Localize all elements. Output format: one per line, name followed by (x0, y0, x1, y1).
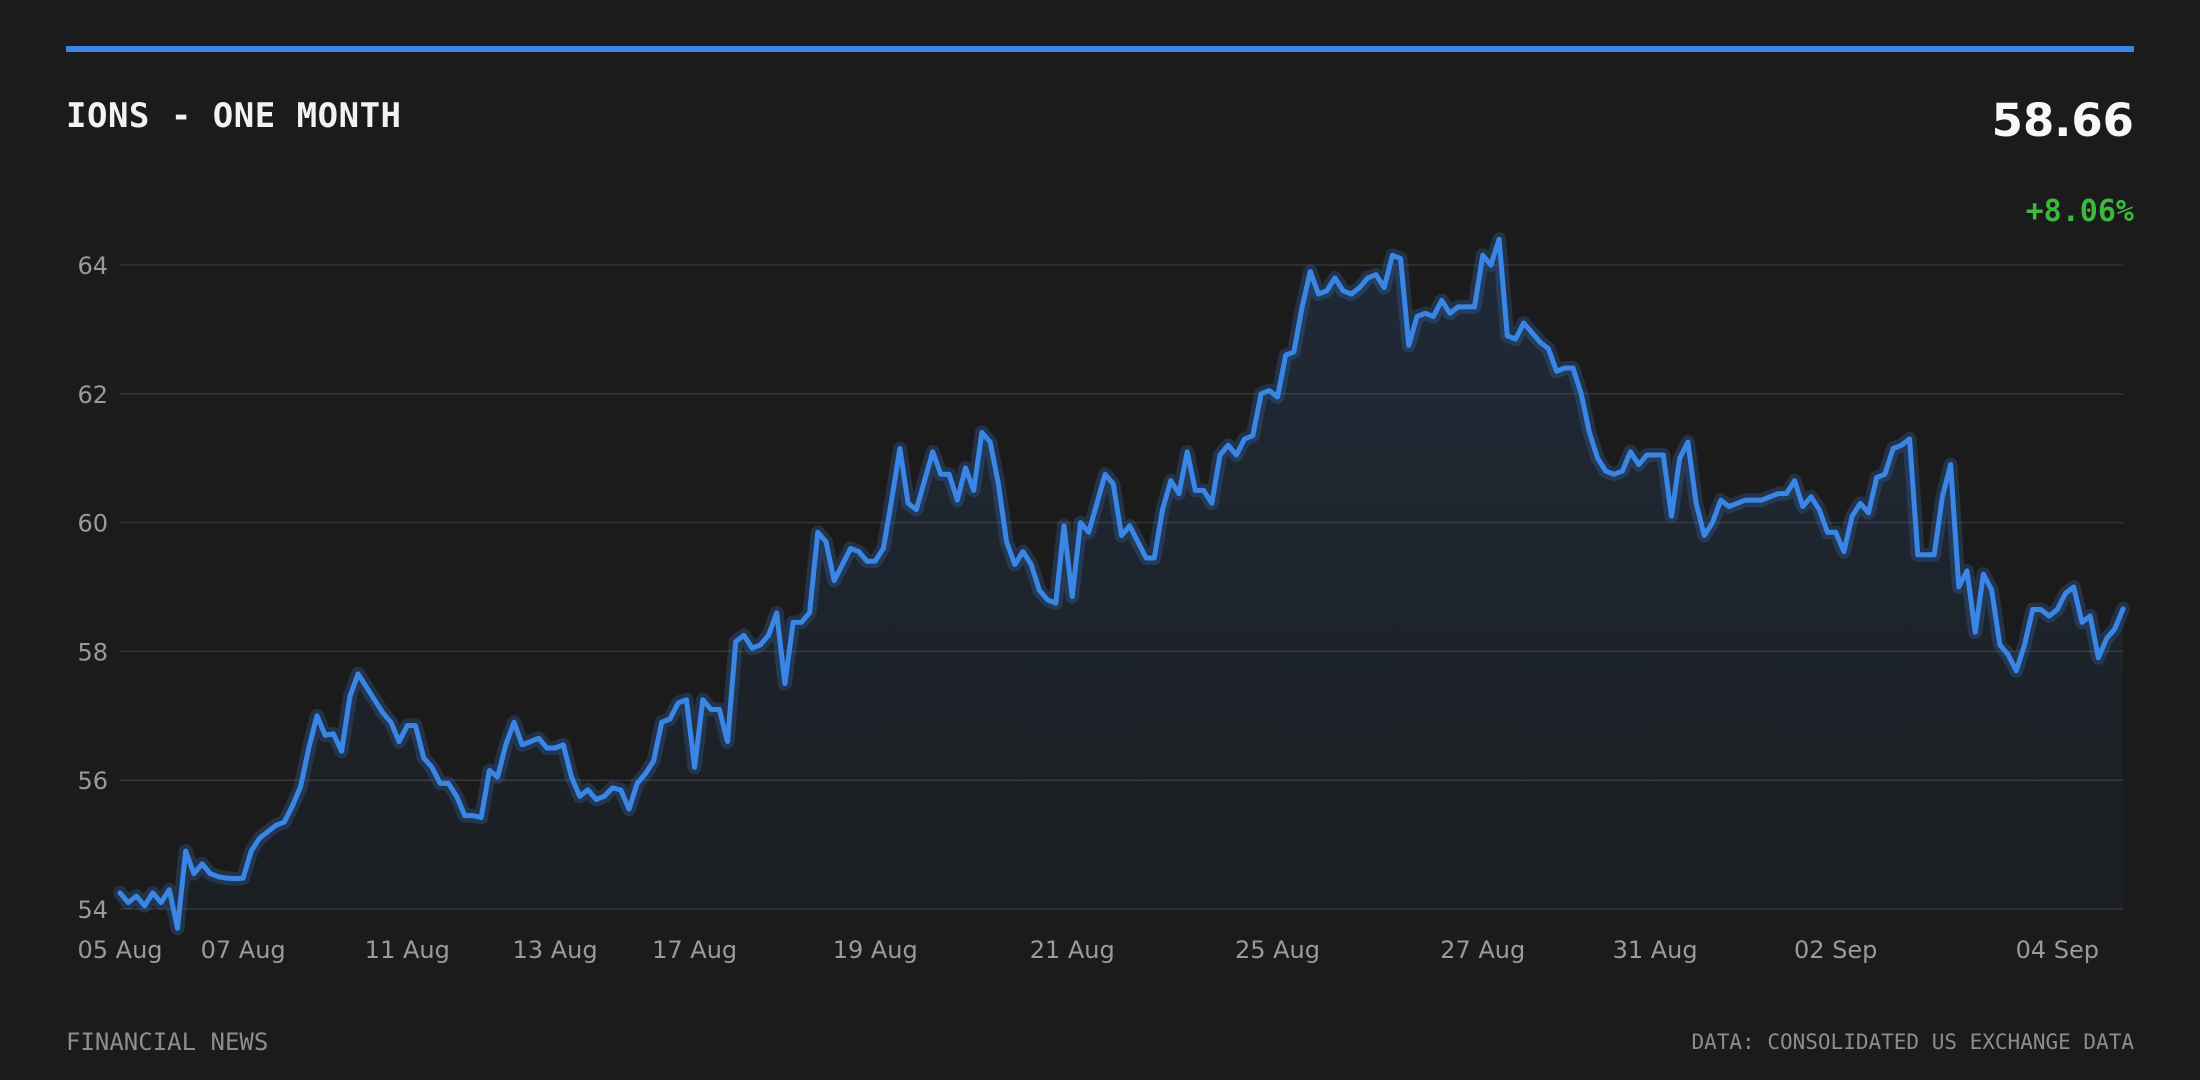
price-line (117, 236, 2126, 931)
x-tick-label: 31 Aug (1613, 936, 1698, 964)
y-tick-label: 60 (77, 510, 108, 538)
percent-change: +8.06% (2025, 194, 2134, 229)
line-layer (113, 232, 2130, 936)
y-tick-label: 54 (77, 896, 108, 924)
x-tick-label: 19 Aug (833, 936, 918, 964)
x-tick-label: 17 Aug (652, 936, 737, 964)
x-tick-label: 05 Aug (77, 936, 162, 964)
y-tick-label: 62 (77, 381, 108, 409)
y-axis-labels: 54 56 58 60 62 64 (77, 252, 108, 924)
x-tick-label: 25 Aug (1235, 936, 1320, 964)
x-tick-label: 27 Aug (1440, 936, 1525, 964)
x-tick-label: 04 Sep (2016, 936, 2099, 964)
footer-data-note: DATA: CONSOLIDATED US EXCHANGE DATA (1691, 1030, 2134, 1054)
x-tick-label: 21 Aug (1030, 936, 1115, 964)
x-axis-labels: 05 Aug 07 Aug 11 Aug 13 Aug 17 Aug 19 Aug 21 A… (77, 936, 2099, 964)
chart-title: IONS - ONE MONTH (66, 96, 402, 136)
y-tick-label: 56 (77, 767, 108, 795)
y-tick-label: 58 (77, 638, 108, 666)
y-tick-label: 64 (77, 252, 108, 280)
x-tick-label: 07 Aug (201, 936, 286, 964)
footer-source: FINANCIAL NEWS (66, 1028, 269, 1056)
x-tick-label: 11 Aug (365, 936, 450, 964)
x-tick-label: 02 Sep (1794, 936, 1877, 964)
price-area-fill (120, 239, 2123, 929)
area-layer (120, 239, 2123, 929)
x-tick-label: 13 Aug (513, 936, 598, 964)
top-accent-rule (66, 46, 2134, 52)
current-price: 58.66 (1991, 94, 2134, 147)
